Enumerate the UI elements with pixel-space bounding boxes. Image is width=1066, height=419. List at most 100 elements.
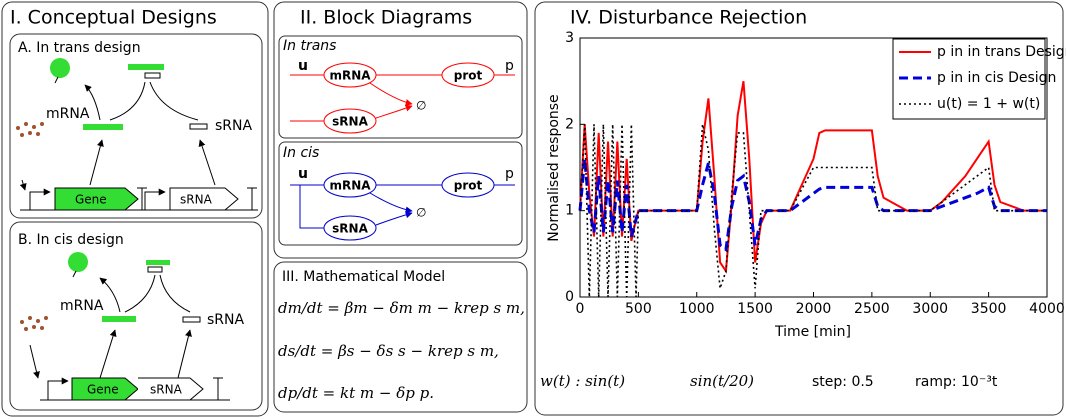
sub-title: A. In trans design: [18, 40, 141, 56]
label: sRNA: [207, 312, 244, 328]
mrna-bar: [83, 124, 123, 130]
label: sRNA: [180, 193, 213, 207]
equation: dm/dt = βm − δm m − krep s m,: [278, 299, 525, 317]
label: p: [505, 58, 514, 74]
sub-box: [278, 35, 523, 139]
legend-label: p in in trans Design: [937, 44, 1066, 60]
node: [323, 172, 377, 198]
panel-box: [273, 1, 528, 259]
arrow: [29, 344, 40, 379]
node: [441, 62, 495, 88]
label: mRNA: [329, 69, 371, 83]
promoter: [144, 188, 166, 210]
arrow: [19, 179, 27, 191]
label: Gene: [87, 383, 119, 397]
label: mRNA: [60, 298, 104, 314]
x-tick-label: 2500: [854, 301, 890, 317]
series-line: [578, 158, 1047, 253]
label: sRNA: [332, 115, 368, 129]
sub-title: B. In cis design: [18, 232, 124, 248]
arrow: [84, 84, 101, 121]
edge: [369, 192, 413, 214]
series-line: [579, 81, 1047, 275]
legend-label: u(t) = 1 + w(t): [937, 96, 1040, 112]
label: mRNA: [329, 179, 371, 193]
complex-srna: [144, 72, 161, 79]
terminator: [213, 377, 223, 400]
edge: [375, 104, 413, 119]
sub-title: In trans: [283, 38, 336, 54]
arrow: [99, 277, 121, 313]
x-tick-label: 4000: [1029, 301, 1065, 317]
stem: [72, 270, 77, 278]
annotation: sin(t/20): [690, 372, 754, 390]
mrna-bar: [102, 316, 136, 322]
arrow: [198, 139, 216, 186]
gene: [54, 187, 139, 211]
arrow: [177, 329, 192, 379]
srna-bar: [182, 316, 201, 323]
y-tick-label: 3: [565, 30, 574, 46]
annotation: step: 0.5: [812, 374, 874, 390]
node: [323, 62, 377, 88]
label: p: [505, 166, 514, 182]
label: u: [298, 166, 308, 182]
sub-box: [9, 33, 263, 219]
annotation: w(t) : sin(t): [540, 372, 625, 390]
panel-box: [273, 261, 528, 413]
y-tick-label: 0: [565, 289, 574, 305]
sub-title: In cis: [283, 145, 319, 161]
srna-bar: [189, 123, 208, 130]
node: [323, 108, 377, 134]
gene: [71, 377, 139, 401]
srna-gene: [169, 187, 239, 211]
terminator: [137, 187, 257, 210]
panel-box: [534, 1, 1064, 416]
x-tick-label: 2000: [796, 301, 832, 317]
label: sRNA: [150, 383, 183, 397]
label: u: [298, 58, 308, 74]
edge: [375, 211, 413, 226]
label: ∅: [416, 206, 426, 220]
label: sRNA: [332, 222, 368, 236]
arrow: [109, 81, 146, 121]
label: prot: [454, 69, 483, 83]
complex-mrna: [128, 64, 164, 70]
label: mRNA: [46, 106, 90, 122]
label: sRNA: [215, 118, 252, 134]
panel-title: II. Block Diagrams: [300, 7, 472, 29]
sub-box: [9, 221, 263, 411]
annotation: ramp: 10⁻³t: [915, 374, 998, 390]
x-axis-label: Time [min]: [774, 324, 851, 340]
arrow: [149, 81, 199, 121]
x-tick-label: 3000: [912, 301, 948, 317]
srna-gene: [138, 377, 204, 401]
legend-label: p in in cis Design: [937, 70, 1056, 86]
panel-title: III. Mathematical Model: [282, 269, 445, 285]
equation: ds/dt = βs − δs s − krep s m,: [278, 342, 499, 360]
x-tick-label: 3500: [971, 301, 1007, 317]
y-tick-label: 1: [565, 203, 574, 219]
x-tick-label: 0: [576, 301, 585, 317]
x-tick-label: 500: [625, 301, 652, 317]
arrow: [99, 329, 117, 379]
arrow: [89, 139, 104, 186]
trans-diagram: [290, 62, 515, 134]
promoter: [47, 377, 69, 400]
protein: [50, 58, 70, 78]
y-tick-label: 2: [565, 116, 574, 132]
complex-mrna: [146, 260, 170, 265]
panel-box: [1, 1, 269, 417]
nucleotides: [20, 316, 48, 331]
sub-box: [278, 141, 523, 246]
label: ∅: [416, 99, 426, 113]
label: Gene: [75, 193, 107, 207]
cis-diagram: [290, 172, 515, 241]
arrow: [124, 274, 156, 313]
arrow: [159, 274, 191, 313]
equation: dp/dt = kt m − δp p.: [278, 384, 434, 402]
label: prot: [454, 179, 483, 193]
series-line: [579, 124, 1047, 298]
